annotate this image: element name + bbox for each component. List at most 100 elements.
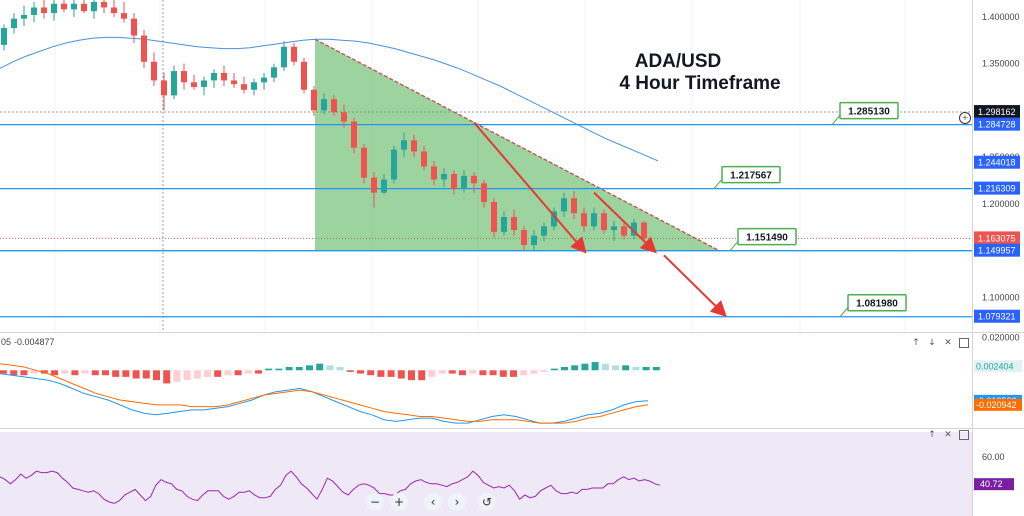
macd-histogram-bar (0, 370, 7, 374)
candle-body (171, 71, 177, 96)
macd-histogram-bar (153, 370, 160, 381)
scroll-left-icon[interactable]: ‹ (424, 493, 442, 511)
candle-body (401, 140, 407, 150)
candle-body (241, 84, 247, 90)
macd-histogram-bar (81, 370, 89, 374)
price-tag (974, 155, 1020, 169)
candle-body (211, 72, 217, 81)
macd-histogram-bar (91, 370, 99, 376)
candle-body (381, 179, 387, 193)
candle-body (301, 61, 307, 90)
candle-body (51, 3, 57, 14)
macd-histogram-bar (306, 365, 313, 371)
candle-body (231, 80, 237, 85)
candle-body (501, 216, 507, 232)
level-label-box (737, 227, 797, 246)
candle-body (101, 1, 107, 8)
macd-histogram-bar (408, 370, 415, 381)
candle-body (591, 213, 597, 227)
candle-body (131, 18, 137, 36)
candle-body (31, 7, 37, 15)
price-axis-tick: 1.200000 (982, 199, 1020, 209)
macd-histogram-bar (244, 370, 252, 374)
macd-histogram-bar (61, 370, 69, 374)
candle-body (271, 67, 277, 78)
candle-body (41, 7, 47, 14)
macd-histogram-bar (346, 370, 354, 372)
candle-body (451, 173, 457, 189)
candle-body (331, 99, 337, 113)
candle-body (431, 166, 437, 180)
macd-histogram-bar (214, 370, 222, 377)
macd-histogram-bar (632, 366, 640, 371)
candle-body (181, 71, 187, 83)
macd-move-up-button[interactable]: ↑ (912, 338, 920, 348)
candle-body (111, 7, 117, 14)
chart-title-line2: 4 Hour Timeframe (619, 73, 780, 94)
candle-body (371, 177, 377, 193)
candle-body (641, 222, 647, 239)
candle-body (91, 1, 97, 12)
zoom-in-icon[interactable]: + (390, 493, 408, 511)
macd-histogram-bar (459, 370, 466, 376)
rsi-close-button[interactable]: ✕ (944, 430, 952, 440)
macd-maximize-button[interactable] (959, 338, 969, 348)
candle-body (351, 121, 357, 148)
candle-body (491, 202, 497, 232)
rsi-line (0, 470, 661, 504)
macd-histogram-bar (377, 370, 385, 377)
candle-body (471, 175, 477, 184)
macd-histogram-bar (652, 366, 660, 371)
level-label: 1.151490 (746, 233, 788, 244)
price-tag-label: 1.284728 (978, 120, 1016, 130)
candle-body (81, 3, 87, 12)
candle-body (261, 77, 267, 83)
candle-body (311, 89, 317, 111)
macd-histogram-bar (571, 365, 579, 371)
macd-histogram-bar (204, 370, 211, 377)
price-tag (974, 117, 1020, 131)
macd-legend-value-1: 05 (1, 337, 11, 347)
rsi-maximize-button[interactable] (959, 430, 969, 440)
crosshair-price-icon[interactable]: + (959, 112, 971, 124)
macd-histogram-bar (51, 370, 58, 376)
macd-histogram-bar (71, 370, 79, 376)
macd-histogram-bar (102, 370, 109, 376)
candle-body (281, 46, 287, 68)
level-label-box (839, 101, 899, 120)
macd-histogram-bar (489, 370, 497, 376)
macd-histogram-bar (530, 370, 538, 374)
candle-body (521, 230, 527, 246)
macd-histogram-bar (295, 366, 303, 371)
trendline (314, 38, 721, 252)
moving-average-line (0, 36, 659, 162)
candle-body (341, 112, 347, 122)
macd-move-down-button[interactable]: ↓ (928, 338, 936, 348)
candle-body (421, 151, 427, 167)
level-label: 1.285130 (848, 107, 890, 118)
macd-close-button[interactable]: ✕ (944, 338, 952, 348)
candle-body (441, 173, 447, 180)
price-axis-tick: 1.400000 (982, 12, 1020, 22)
macd-histogram-bar (193, 370, 201, 379)
candle-body (461, 175, 467, 189)
scroll-right-icon[interactable]: › (448, 493, 466, 511)
candle-body (411, 140, 417, 152)
price-tag (974, 181, 1020, 195)
macd-histogram-bar (255, 370, 262, 374)
candle-body (151, 61, 157, 81)
candle-body (201, 80, 207, 87)
price-axis-tick: 1.100000 (982, 292, 1020, 302)
price-axis-tick: 1.350000 (982, 59, 1020, 69)
zoom-out-icon[interactable]: − (366, 493, 384, 511)
macd-histogram-bar (469, 370, 477, 374)
candle-body (511, 216, 517, 231)
macd-histogram-bar (561, 366, 568, 371)
candle-body (221, 72, 227, 81)
macd-histogram-bar (122, 370, 130, 377)
macd-histogram-bar (499, 370, 507, 377)
reset-chart-icon[interactable]: ↺ (478, 493, 496, 511)
rsi-move-up-button[interactable]: ↑ (928, 430, 936, 440)
price-tag-label: 1.298162 (978, 107, 1016, 117)
